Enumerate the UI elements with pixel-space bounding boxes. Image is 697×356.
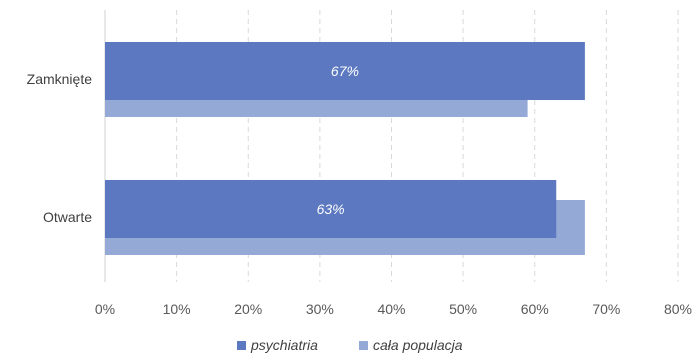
x-axis-ticks: 0% 10% 20% 30% 40% 50% 60% 70% 80%	[95, 301, 692, 317]
legend: psychiatria cała populacja	[237, 337, 463, 353]
category-label: Otwarte	[43, 209, 92, 225]
x-tick-label: 40%	[377, 301, 405, 317]
x-tick-label: 20%	[234, 301, 262, 317]
category-label: Zamknięte	[27, 71, 93, 87]
bar-psychiatria	[105, 42, 585, 100]
data-labels: 67% 63%	[317, 63, 359, 217]
data-label: 67%	[331, 63, 359, 79]
x-tick-label: 10%	[163, 301, 191, 317]
legend-label: cała populacja	[373, 337, 463, 353]
data-label: 63%	[317, 201, 345, 217]
legend-label: psychiatria	[250, 337, 318, 353]
x-tick-label: 50%	[449, 301, 477, 317]
legend-swatch	[237, 341, 246, 350]
legend-swatch	[359, 341, 368, 350]
x-tick-label: 60%	[521, 301, 549, 317]
x-tick-label: 80%	[664, 301, 692, 317]
x-tick-label: 70%	[592, 301, 620, 317]
x-tick-label: 30%	[306, 301, 334, 317]
x-tick-label: 0%	[95, 301, 115, 317]
bar-psychiatria	[105, 180, 557, 238]
bars	[105, 42, 585, 255]
category-labels: Zamknięte Otwarte	[27, 71, 93, 225]
